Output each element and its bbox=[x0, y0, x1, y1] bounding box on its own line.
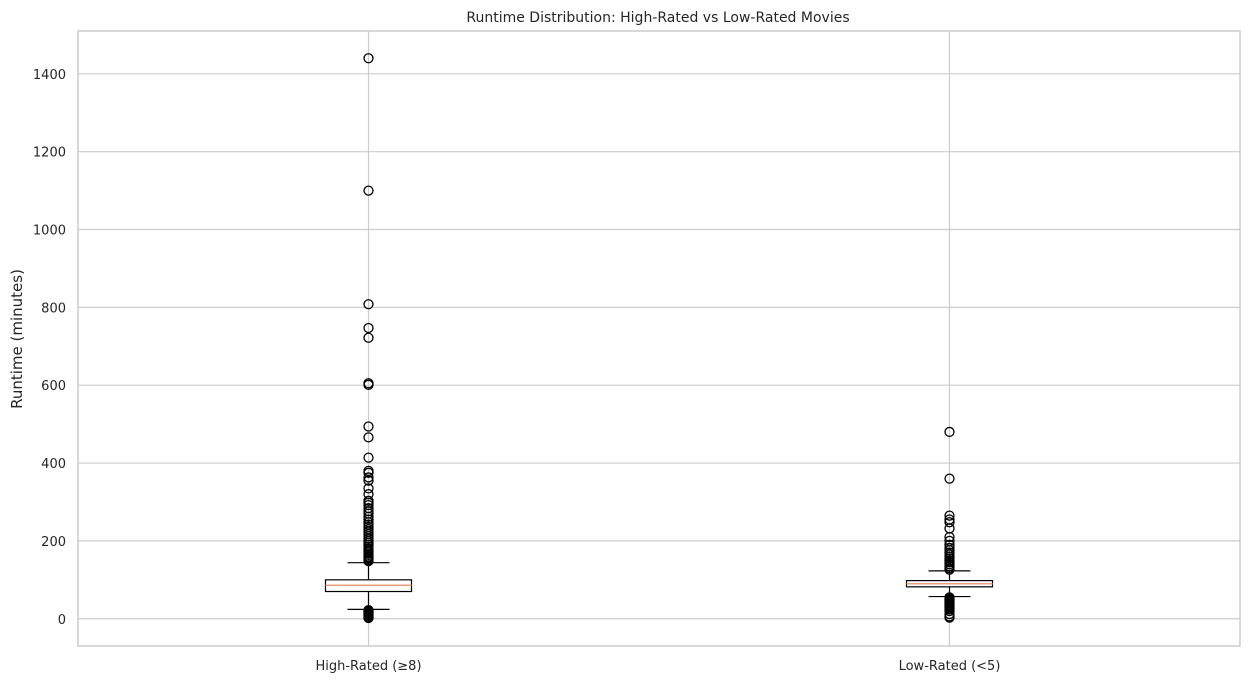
y-tick-label: 1000 bbox=[33, 224, 66, 239]
outlier-point bbox=[944, 510, 955, 521]
outlier-point bbox=[363, 452, 374, 463]
y-tick-label: 600 bbox=[41, 379, 66, 394]
outlier-point bbox=[363, 185, 374, 196]
outlier-point bbox=[944, 612, 955, 623]
outlier-point bbox=[363, 514, 374, 525]
box-layer bbox=[324, 53, 994, 624]
y-tick-label: 400 bbox=[41, 457, 66, 472]
outlier-point bbox=[944, 605, 955, 617]
outlier-point bbox=[363, 555, 374, 567]
outlier-point bbox=[363, 475, 374, 486]
y-axis-label: Runtime (minutes) bbox=[8, 269, 26, 409]
y-tick-label: 1200 bbox=[33, 146, 66, 161]
outlier-point bbox=[363, 483, 374, 494]
outlier-point bbox=[363, 511, 374, 522]
outlier-point bbox=[363, 299, 374, 310]
outlier-point bbox=[944, 564, 955, 575]
box-group bbox=[324, 53, 413, 624]
outlier-point bbox=[363, 467, 374, 478]
outlier-point bbox=[363, 379, 374, 390]
outlier-point bbox=[363, 421, 374, 432]
outlier-point bbox=[363, 432, 374, 443]
y-tick-label: 200 bbox=[41, 535, 66, 550]
outlier-point bbox=[363, 53, 374, 64]
x-tick-label: Low-Rated (<5) bbox=[899, 659, 1001, 674]
y-tick-label: 1400 bbox=[33, 68, 66, 83]
outlier-point bbox=[944, 426, 955, 438]
outlier-point bbox=[944, 517, 955, 528]
y-tick-label: 800 bbox=[41, 301, 66, 316]
outlier-point bbox=[363, 472, 374, 483]
box-group bbox=[905, 426, 994, 623]
outlier-point bbox=[363, 332, 374, 343]
outlier-point bbox=[944, 473, 955, 484]
grid-layer bbox=[78, 31, 1240, 646]
y-tick-label: 0 bbox=[58, 613, 66, 628]
outlier-point bbox=[363, 322, 374, 334]
outlier-point bbox=[944, 531, 955, 543]
tick-layer: 0 200 400 600 800 1000 1200 1400 High-Rated (≥8)… bbox=[33, 68, 1000, 674]
chart-title: Runtime Distribution: High-Rated vs Low-… bbox=[466, 10, 849, 26]
outlier-point bbox=[944, 539, 955, 550]
outlier-point bbox=[363, 612, 374, 624]
x-tick-label: High-Rated (≥8) bbox=[315, 659, 421, 674]
plot-frame bbox=[77, 30, 1241, 647]
